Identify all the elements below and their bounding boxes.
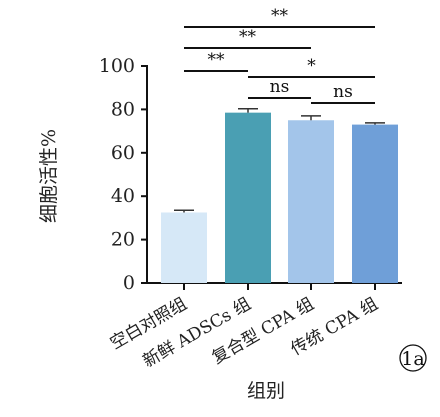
significance-label: ns: [270, 77, 290, 97]
bars: [161, 112, 398, 283]
significance-label: **: [239, 27, 257, 47]
significance-label: **: [208, 50, 226, 70]
panel-label: 1a: [399, 344, 427, 372]
y-tick-label: 40: [111, 185, 135, 207]
labels: 细胞活性% 组别 1a: [38, 129, 427, 402]
bar: [352, 124, 398, 283]
significance-label: ns: [333, 82, 353, 102]
y-tick-label: 0: [123, 272, 135, 294]
significance-label: **: [271, 6, 289, 26]
panel-label-text: 1a: [401, 348, 424, 370]
y-tick-label: 60: [111, 142, 135, 164]
x-tick-label: 新鲜 ADSCs 组: [140, 294, 255, 372]
bar: [225, 112, 271, 283]
significance-label: *: [307, 56, 316, 76]
y-tick-label: 80: [111, 98, 135, 120]
significance-brackets: ****** *ns ns: [184, 6, 375, 104]
panel-label-circle: [399, 344, 427, 372]
error-bars: [174, 107, 385, 213]
y-tick-label: 20: [111, 229, 135, 251]
bar: [288, 120, 334, 283]
y-tick-label: 100: [99, 55, 135, 77]
bar: [161, 212, 207, 283]
x-axis-title: 组别: [247, 380, 285, 402]
y-axis-title: 细胞活性%: [38, 129, 60, 223]
